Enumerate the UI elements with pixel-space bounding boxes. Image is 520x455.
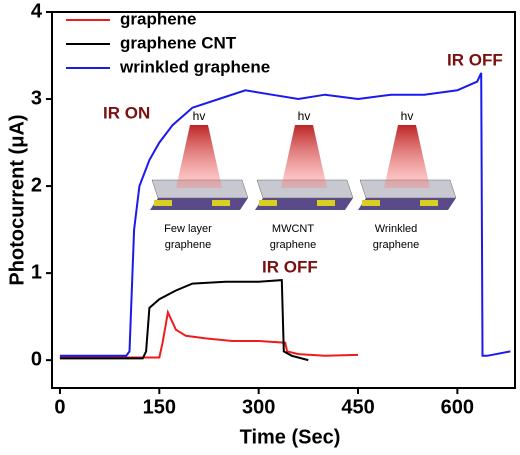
electrode bbox=[154, 200, 172, 206]
x-tick-label: 0 bbox=[54, 396, 65, 418]
inset-illustrations: hv Few layer graphene hv MWCNT graphene hv Wrin… bbox=[150, 109, 457, 251]
inset-symbol: hv bbox=[193, 109, 206, 123]
annotation: IR OFF bbox=[447, 50, 503, 69]
inset-caption: graphene bbox=[165, 239, 212, 251]
electrode bbox=[259, 200, 277, 206]
substrate-top bbox=[151, 179, 249, 199]
inset-caption: Few layer bbox=[164, 223, 212, 235]
substrate-top bbox=[359, 179, 457, 199]
plot-frame bbox=[51, 11, 516, 389]
x-axis-label: Time (Sec) bbox=[240, 426, 341, 448]
x-tick-label: 300 bbox=[242, 396, 275, 418]
data-line bbox=[59, 72, 511, 357]
inset-caption: graphene bbox=[373, 239, 420, 251]
legend-label: graphene bbox=[120, 9, 197, 28]
x-tick-label: 600 bbox=[441, 396, 474, 418]
substrate-top bbox=[256, 179, 354, 199]
annotation: IR OFF bbox=[262, 257, 318, 276]
electrode bbox=[362, 200, 380, 206]
x-tick-label: 150 bbox=[143, 396, 176, 418]
x-tick-label: 450 bbox=[341, 396, 374, 418]
data-line bbox=[59, 279, 309, 362]
y-axis-label: Photocurrent (μA) bbox=[6, 114, 28, 285]
ir-beam bbox=[176, 125, 222, 188]
inset-symbol: hv bbox=[401, 109, 414, 123]
legend-label: wrinkled graphene bbox=[119, 57, 270, 76]
y-tick-label: 4 bbox=[31, 0, 43, 22]
y-tick-label: 2 bbox=[31, 174, 42, 196]
data-line bbox=[59, 308, 359, 359]
inset-caption: Wrinkled bbox=[375, 223, 418, 235]
electrode bbox=[317, 200, 335, 206]
electrode bbox=[420, 200, 438, 206]
y-tick-label: 1 bbox=[31, 261, 42, 283]
y-tick-label: 0 bbox=[31, 348, 42, 370]
ir-beam bbox=[384, 125, 430, 188]
inset-symbol: hv bbox=[298, 109, 311, 123]
annotation: IR ON bbox=[103, 103, 150, 122]
inset-caption: graphene bbox=[270, 239, 317, 251]
ir-beam bbox=[281, 125, 327, 188]
legend-label: graphene CNT bbox=[120, 33, 237, 52]
electrode bbox=[212, 200, 230, 206]
y-tick-label: 3 bbox=[31, 87, 42, 109]
inset-caption: MWCNT bbox=[272, 223, 314, 235]
